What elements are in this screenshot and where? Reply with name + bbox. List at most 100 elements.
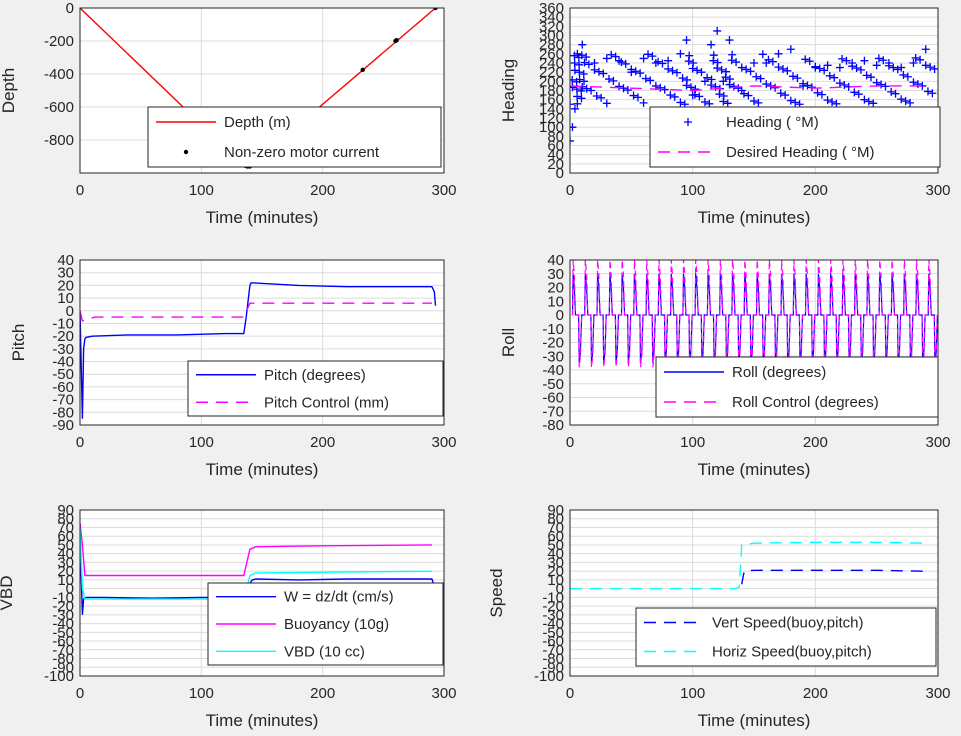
heading-ytick-label: 260 — [539, 46, 564, 63]
heading-point-marker — [592, 92, 601, 100]
speed-series-line — [741, 569, 926, 585]
heading-point-marker — [758, 50, 767, 59]
vbd-ytick-label: 40 — [57, 546, 74, 563]
heading-point-marker — [693, 66, 702, 75]
vbd-chart: 9080706050403020100-10-20-30-40-50-60-70… — [0, 502, 457, 730]
speed-ytick-label: 0 — [556, 581, 564, 598]
roll-ytick-label: 10 — [547, 293, 564, 310]
heading-point-marker — [750, 59, 758, 67]
heading-point-marker — [570, 100, 574, 109]
vbd-legend-label: W = dz/dt (cm/s) — [284, 589, 394, 606]
heading-point-marker — [901, 97, 910, 106]
vbd-ytick-label: 10 — [57, 572, 74, 589]
heading-ytick-label: 100 — [539, 119, 564, 136]
heading-point-marker — [670, 92, 679, 101]
roll-xtick-label: 200 — [803, 434, 828, 451]
roll-series-line — [571, 260, 938, 368]
speed-ytick-label: 80 — [547, 511, 564, 528]
heading-point-marker — [911, 53, 920, 62]
vbd-legend: W = dz/dt (cm/s) Buoyancy (10g) VBD (10 cc… — [207, 582, 444, 666]
depth-legend-marker — [183, 149, 189, 155]
heading-point-marker — [719, 77, 728, 86]
speed-ytick-label: -20 — [542, 598, 564, 615]
vbd-ytick-label: -90 — [52, 659, 74, 676]
vbd-legend-label: VBD (10 cc) — [284, 643, 365, 660]
heading-point-marker — [838, 54, 847, 63]
vbd-xtick-label: 200 — [310, 685, 335, 702]
heading-point-marker — [930, 64, 938, 73]
vbd-axes-frame — [79, 509, 445, 677]
heading-point-marker — [697, 68, 706, 77]
pitch-axes-frame — [79, 259, 445, 426]
heading-axes-frame — [569, 7, 939, 174]
heading-point-marker — [721, 73, 730, 82]
vbd-xtick-label: 300 — [431, 685, 456, 702]
heading-ytick-label: 200 — [539, 73, 564, 90]
heading-ytick-label: 180 — [539, 83, 564, 100]
heading-point-marker — [575, 68, 584, 77]
heading-point-marker — [923, 87, 932, 96]
heading-point-marker — [575, 75, 584, 84]
heading-point-marker — [656, 83, 665, 92]
heading-point-marker — [570, 83, 577, 92]
heading-point-marker — [867, 73, 876, 82]
vbd-ytick-label: -100 — [44, 668, 74, 685]
vbd-ylabel: VBD — [0, 576, 16, 611]
heading-point-marker — [666, 91, 675, 100]
heading-ytick-label: 60 — [547, 138, 564, 155]
heading-point-marker — [580, 58, 589, 67]
speed-ytick-label: -90 — [542, 659, 564, 676]
heading-point-marker — [629, 91, 638, 100]
heading-point-marker — [623, 86, 632, 95]
heading-point-marker — [682, 36, 691, 45]
heading-point-marker — [921, 61, 930, 70]
depth-axes-frame — [79, 7, 445, 174]
heading-point-marker — [828, 97, 837, 106]
speed-ytick-label: 20 — [547, 563, 564, 580]
heading-point-marker — [579, 70, 588, 78]
heading-point-marker — [832, 99, 841, 108]
heading-point-marker — [573, 99, 582, 108]
heading-point-marker — [926, 63, 935, 72]
heading-ytick-label: 160 — [539, 92, 564, 109]
heading-point-marker — [872, 61, 881, 70]
heading-point-marker — [703, 73, 712, 82]
pitch-ytick-label: 30 — [57, 265, 74, 282]
pitch-ytick-label: -20 — [52, 328, 74, 345]
roll-ytick-label: 0 — [556, 307, 564, 324]
heading-point-marker — [754, 98, 763, 107]
heading-point-marker — [707, 81, 716, 89]
speed-legend: Vert Speed(buoy,pitch) Horiz Speed(buoy,p… — [635, 607, 937, 667]
roll-axes-frame — [569, 259, 939, 426]
heading-point-marker — [617, 58, 626, 67]
heading-point-marker — [672, 68, 681, 77]
heading-point-marker — [607, 50, 616, 59]
speed-ytick-label: -70 — [542, 642, 564, 659]
speed-xtick-label: 100 — [680, 685, 705, 702]
roll-ytick-label: -40 — [542, 362, 564, 379]
roll-ytick-label: -60 — [542, 390, 564, 407]
heading-point-marker — [762, 80, 771, 89]
heading-point-marker — [744, 91, 753, 100]
heading-point-marker — [909, 59, 918, 67]
depth-point-marker — [433, 8, 438, 11]
depth-xtick-label: 0 — [76, 182, 84, 199]
speed-series-line — [570, 541, 926, 590]
heading-point-marker — [781, 91, 790, 100]
heading-point-marker — [605, 75, 614, 84]
vbd-ytick-label: -50 — [52, 624, 74, 641]
heading-point-marker — [805, 57, 814, 66]
pitch-ytick-label: -80 — [52, 404, 74, 421]
heading-point-marker — [723, 99, 732, 108]
heading-point-marker — [729, 82, 738, 91]
speed-ytick-label: -30 — [542, 607, 564, 624]
pitch-ytick-label: 40 — [57, 252, 74, 269]
roll-ytick-label: 20 — [547, 280, 564, 297]
roll-ytick-label: -10 — [542, 321, 564, 338]
heading-point-marker — [817, 90, 826, 99]
roll-ytick-label: 30 — [547, 266, 564, 283]
roll-xtick-label: 300 — [925, 434, 950, 451]
